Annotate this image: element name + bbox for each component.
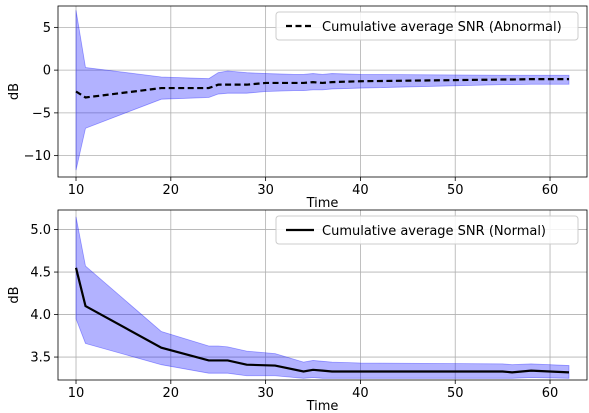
chart-frame: [57, 5, 588, 178]
x-tick-label: 20: [163, 386, 180, 401]
x-tick-label: 40: [352, 183, 369, 198]
x-tick-label: 30: [257, 183, 274, 198]
chart-frame: [57, 209, 588, 381]
legend-label: Cumulative average SNR (Normal): [322, 224, 546, 239]
x-tick-label: 60: [542, 183, 559, 198]
y-tick-label: 4.5: [30, 266, 51, 281]
x-tick-label: 40: [352, 386, 369, 401]
y-tick-label: −10: [24, 149, 51, 164]
y-tick-label: 0: [43, 64, 51, 79]
confidence-band: [75, 216, 570, 379]
x-tick-label: 60: [542, 386, 559, 401]
legend: Cumulative average SNR (Abnormal): [275, 11, 579, 41]
confidence-band: [75, 10, 570, 171]
y-tick-label: 4.0: [30, 308, 51, 323]
abnormal-snr-chart: 10 20 30 40 50 60 −10 −5 0 5 Time dB Cumulative aver…: [7, 5, 588, 211]
x-tick-label: 10: [68, 183, 85, 198]
x-tick-label: 10: [68, 386, 85, 401]
x-tick-label: 50: [447, 183, 464, 198]
series-line: [75, 77, 569, 99]
normal-snr-chart: 10 20 30 40 50 60 3.5 4.0 4.5 5.0 Time dB Cumulative…: [7, 209, 588, 413]
y-axis-label: dB: [7, 286, 22, 303]
legend-box: [275, 215, 579, 245]
x-axis-label: Time: [306, 196, 339, 211]
x-tick-label: 20: [163, 183, 180, 198]
x-axis-label: Time: [306, 399, 339, 413]
y-tick-label: 3.5: [30, 351, 51, 366]
series-line: [74, 267, 570, 374]
y-tick-label: 5.0: [30, 223, 51, 238]
legend-box: [275, 11, 579, 41]
x-tick-label: 30: [257, 386, 274, 401]
x-tick-label: 50: [447, 386, 464, 401]
legend: Cumulative average SNR (Normal): [275, 215, 579, 245]
y-tick-label: −5: [32, 106, 51, 121]
legend-label: Cumulative average SNR (Abnormal): [322, 20, 562, 35]
y-tick-label: 5: [43, 21, 51, 36]
y-axis-label: dB: [7, 83, 22, 100]
